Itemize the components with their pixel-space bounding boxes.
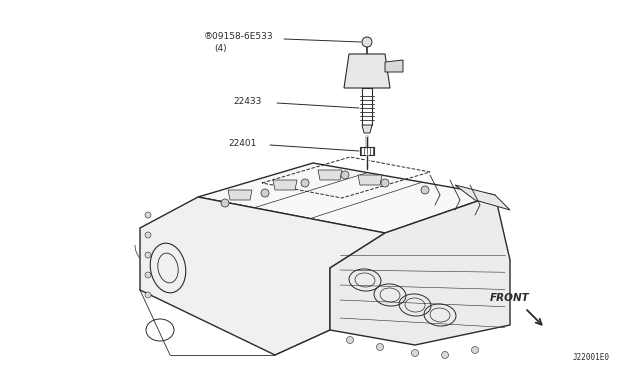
Circle shape	[421, 186, 429, 194]
Text: FRONT: FRONT	[490, 293, 530, 303]
Circle shape	[145, 232, 151, 238]
Circle shape	[221, 199, 229, 207]
Text: ®09158-6E533: ®09158-6E533	[204, 32, 274, 41]
Circle shape	[472, 346, 479, 353]
Polygon shape	[198, 163, 495, 233]
Circle shape	[346, 337, 353, 343]
Polygon shape	[318, 170, 342, 180]
Circle shape	[145, 292, 151, 298]
Circle shape	[145, 252, 151, 258]
Polygon shape	[273, 180, 297, 190]
Polygon shape	[330, 195, 510, 345]
Polygon shape	[140, 197, 385, 355]
Polygon shape	[362, 125, 372, 133]
Circle shape	[261, 189, 269, 197]
Polygon shape	[344, 54, 390, 88]
Circle shape	[301, 179, 309, 187]
Circle shape	[145, 272, 151, 278]
Circle shape	[442, 352, 449, 359]
Polygon shape	[385, 60, 403, 72]
Text: 22433: 22433	[233, 97, 261, 106]
Text: 22401: 22401	[228, 139, 257, 148]
Polygon shape	[455, 185, 510, 210]
Text: J22001E0: J22001E0	[573, 353, 610, 362]
Circle shape	[362, 37, 372, 47]
Text: (4): (4)	[214, 44, 227, 53]
Circle shape	[145, 212, 151, 218]
Circle shape	[376, 343, 383, 350]
Polygon shape	[228, 190, 252, 200]
Circle shape	[341, 171, 349, 179]
Circle shape	[381, 179, 389, 187]
Polygon shape	[358, 175, 382, 185]
Circle shape	[412, 350, 419, 356]
